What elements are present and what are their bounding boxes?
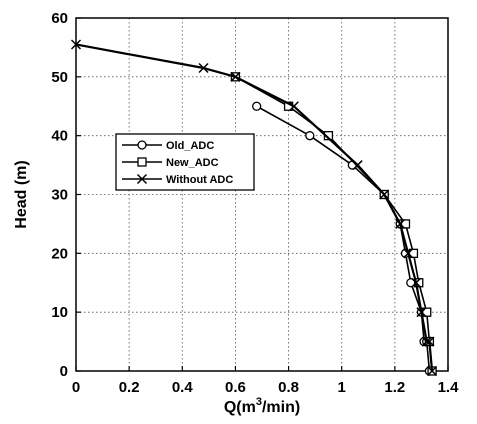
new-adc-square-marker: [422, 307, 432, 317]
without-adc-x-marker: [424, 336, 435, 347]
y-axis-label: Head (m): [13, 160, 30, 228]
x-marker-stroke: [424, 336, 435, 347]
y-tick-label: 20: [51, 245, 68, 262]
new-adc-square-marker: [414, 278, 424, 288]
x-marker-stroke: [288, 101, 299, 112]
legend: Old_ADC New_ADC Without ADC: [115, 133, 255, 191]
data-series: [70, 39, 438, 377]
without-adc-x-marker: [411, 277, 422, 288]
y-tick-label: 30: [51, 187, 68, 204]
x-tick-label: 0.4: [172, 379, 194, 396]
grid-lines: [76, 18, 448, 371]
new-adc-square-marker: [137, 157, 147, 167]
x-marker-stroke: [70, 39, 82, 50]
old-adc-circle-marker: [137, 140, 147, 150]
y-tick-label: 40: [51, 128, 68, 145]
x-axis-label-tail: /min): [262, 399, 300, 416]
x-axis-label-superscript: 3: [256, 396, 262, 408]
without-adc-x-marker: [70, 39, 82, 50]
legend-label: New_ADC: [166, 157, 219, 169]
without-adc-x-marker: [421, 336, 432, 347]
legend-label: Without ADC: [166, 174, 233, 186]
x-tick-label: 0.2: [119, 379, 140, 396]
without-adc-x-marker: [379, 189, 390, 200]
without-adc-x-marker: [230, 71, 241, 82]
without-adc-x-marker: [395, 218, 406, 229]
y-tick-label: 0: [60, 363, 68, 380]
y-tick-label: 10: [51, 304, 68, 321]
x-axis-label: Q(m3/min): [224, 396, 300, 416]
x-marker-stroke: [427, 365, 438, 377]
without-adc-x-marker: [288, 101, 299, 112]
legend-label: Old_ADC: [166, 140, 214, 152]
x-tick-label: 1.2: [384, 379, 405, 396]
x-axis-label-main: Q(m: [224, 399, 256, 416]
old-adc-circle-marker: [252, 101, 262, 111]
without-adc-x-marker: [352, 160, 363, 171]
x-marker-stroke: [403, 248, 414, 259]
x-tick-label: 0.8: [278, 379, 299, 396]
y-tick-label: 50: [51, 69, 68, 86]
x-marker-stroke: [421, 336, 432, 347]
x-tick-label: 1.4: [438, 379, 460, 396]
x-marker-stroke: [136, 173, 148, 185]
without-adc-x-marker: [427, 365, 438, 377]
old-adc-circle-marker: [305, 131, 315, 141]
new-adc-square-marker: [408, 248, 419, 258]
x-marker-stroke: [395, 218, 406, 229]
without-adc-x-marker: [198, 62, 209, 74]
without-adc-x-marker: [416, 307, 427, 318]
x-tick-label: 0.6: [225, 379, 246, 396]
x-marker-stroke: [230, 71, 241, 82]
new-adc-square-marker: [400, 219, 411, 229]
without-adc-x-marker: [136, 173, 148, 185]
axis-ticks: 0 0.2 0.4 0.6 0.8 1 1.2 1.4 0 10 20 30 40 50 60: [51, 10, 459, 396]
x-marker-stroke: [198, 62, 209, 74]
y-tick-label: 60: [51, 10, 68, 27]
x-marker-stroke: [352, 160, 363, 171]
x-marker-stroke: [379, 189, 390, 200]
without-adc-x-marker: [403, 248, 414, 259]
x-tick-label: 1: [338, 379, 346, 396]
x-marker-stroke: [416, 307, 427, 318]
x-tick-label: 0: [72, 379, 80, 396]
x-marker-stroke: [411, 277, 422, 288]
